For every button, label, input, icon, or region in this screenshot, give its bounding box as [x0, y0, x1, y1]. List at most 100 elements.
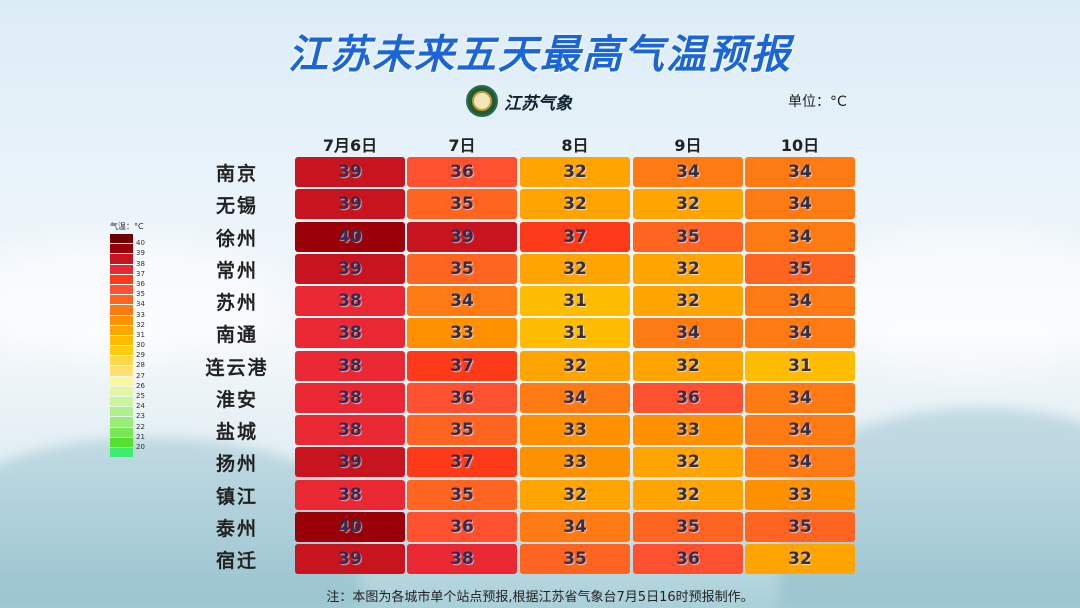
- legend-label: 25: [136, 392, 145, 400]
- temperature-cell: 35: [407, 253, 517, 284]
- temperature-cell: 39: [295, 253, 405, 284]
- temperature-cell: 32: [520, 350, 630, 381]
- column-header: 7月6日: [322, 136, 378, 155]
- legend-swatch: 40: [110, 239, 145, 254]
- temperature-cell: 39: [295, 447, 405, 478]
- temperature-cell: 36: [407, 382, 517, 413]
- legend-label: 32: [136, 320, 145, 329]
- legend-swatch: 25: [110, 392, 145, 407]
- temperature-cell: 34: [745, 415, 855, 445]
- temperature-cell: 39: [295, 544, 405, 574]
- temperature-cell: 32: [633, 189, 743, 220]
- temperature-cell: 33: [745, 479, 855, 510]
- legend-label: 22: [136, 422, 145, 431]
- legend-swatch: 20: [110, 443, 145, 458]
- legend-label: 21: [136, 432, 145, 441]
- legend-swatch: 34: [110, 300, 145, 315]
- temperature-cell: 38: [295, 350, 405, 381]
- temperature-cell: 32: [520, 157, 630, 187]
- column-header: 8日: [561, 136, 589, 155]
- legend-label: 34: [136, 300, 145, 309]
- row-header-city: 常州: [215, 259, 258, 282]
- row-header-city: 徐州: [215, 227, 258, 250]
- legend-label: 20: [136, 442, 145, 451]
- logo: 江苏气象: [466, 85, 572, 117]
- temperature-cell: 38: [295, 479, 405, 510]
- temperature-cell: 40: [295, 221, 405, 252]
- legend: 气温：°C 40 39 38 37 36 35 34 33 32 31 30 29 28 27 26 25 24…: [110, 221, 145, 458]
- temperature-cell: 32: [633, 350, 743, 381]
- temperature-cell: 36: [407, 157, 517, 187]
- row-header-city: 镇江: [215, 485, 258, 508]
- temperature-cell: 32: [633, 253, 743, 284]
- logo-text: 江苏气象: [504, 93, 572, 114]
- temperature-cell: 34: [520, 382, 630, 413]
- temperature-cell: 38: [295, 382, 405, 413]
- temperature-cell: 34: [520, 511, 630, 542]
- temperature-cell: 35: [745, 511, 855, 542]
- temperature-cell: 37: [407, 350, 517, 381]
- row-header-city: 泰州: [215, 517, 258, 540]
- temperature-cell: 39: [295, 157, 405, 187]
- legend-swatch: 29: [110, 351, 145, 366]
- temperature-cell: 32: [633, 286, 743, 316]
- temperature-cell: 32: [520, 253, 630, 284]
- temperature-cell: 35: [407, 189, 517, 220]
- legend-swatch: 21: [110, 433, 145, 447]
- temperature-cell: 34: [633, 157, 743, 187]
- temperature-cell: 40: [295, 511, 405, 542]
- temperature-cell: 36: [407, 511, 517, 542]
- page-title: 江苏未来五天最高气温预报: [288, 32, 792, 78]
- legend-swatch: 37: [110, 270, 145, 284]
- legend-label: 28: [136, 361, 145, 370]
- temperature-cell: 38: [407, 544, 517, 574]
- temperature-cell: 35: [633, 221, 743, 252]
- legend-swatch: [110, 234, 133, 244]
- temperature-cell: 38: [295, 318, 405, 349]
- legend-swatch: 23: [110, 412, 145, 427]
- temperature-cell: 34: [745, 318, 855, 349]
- temperature-cell: 34: [745, 382, 855, 413]
- row-header-city: 扬州: [215, 453, 258, 476]
- temperature-cell: 32: [520, 189, 630, 220]
- temperature-cell: 33: [633, 415, 743, 445]
- temperature-cell: 36: [633, 382, 743, 413]
- temperature-cell: 32: [633, 447, 743, 478]
- column-header: 9日: [674, 136, 702, 155]
- legend-swatch: 39: [110, 249, 145, 264]
- row-header-city: 南京: [215, 163, 258, 185]
- legend-label: 30: [136, 341, 145, 350]
- row-header-city: 淮安: [215, 388, 258, 411]
- temperature-cell: 34: [745, 157, 855, 187]
- row-header-city: 连云港: [205, 356, 269, 379]
- footnote: 注：本图为各城市单个站点预报,根据江苏省气象台7月5日16时预报制作。: [326, 590, 754, 605]
- legend-label: 36: [136, 279, 145, 288]
- temperature-cell: 38: [295, 286, 405, 316]
- legend-label: 38: [136, 259, 145, 268]
- temperature-cell: 34: [633, 318, 743, 349]
- legend-swatch: 28: [110, 361, 145, 376]
- row-header-city: 南通: [215, 324, 258, 347]
- temperature-cell: 33: [520, 415, 630, 445]
- legend-swatch: 26: [110, 382, 145, 396]
- legend-swatch: 32: [110, 321, 145, 335]
- temperature-cell: 35: [745, 253, 855, 284]
- temperature-cell: 39: [295, 189, 405, 220]
- legend-label: 33: [136, 310, 145, 319]
- temperature-cell: 32: [520, 479, 630, 510]
- legend-label: 24: [136, 402, 145, 411]
- legend-label: 35: [136, 290, 145, 299]
- legend-label: 27: [136, 371, 145, 380]
- temperature-cell: 31: [520, 286, 630, 316]
- temperature-cell: 32: [633, 479, 743, 510]
- temperature-cell: 39: [407, 221, 517, 252]
- legend-title: 气温：°C: [110, 222, 144, 231]
- legend-swatch: 31: [110, 331, 145, 346]
- legend-swatch: 38: [110, 260, 145, 274]
- temperature-cell: 32: [745, 544, 855, 574]
- legend-swatch: 24: [110, 402, 145, 417]
- legend-label: 40: [136, 239, 145, 248]
- temperature-cell: 38: [295, 415, 405, 445]
- legend-swatch: 27: [110, 372, 145, 386]
- temperature-cell: 34: [745, 221, 855, 252]
